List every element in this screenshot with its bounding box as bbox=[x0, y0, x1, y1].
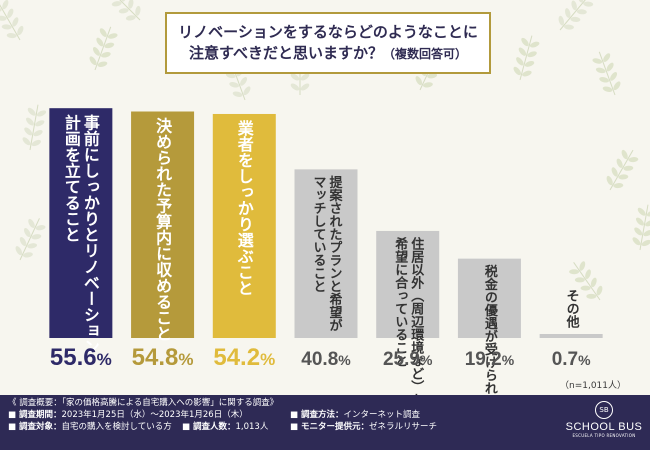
school-bus-logo: SB SCHOOL BUS ESCUELA TIPO RENOVATION bbox=[564, 401, 644, 445]
leaf-sprig bbox=[107, 0, 141, 21]
logo-mark: SB bbox=[595, 401, 613, 419]
category-label: 計画を立てること bbox=[62, 113, 81, 242]
category-label: 決められた予算内に収めること bbox=[153, 117, 172, 342]
bar bbox=[294, 169, 358, 338]
survey-method: ■ 調査方法：インターネット調査 bbox=[290, 410, 420, 421]
value-label: 54.2% bbox=[213, 344, 275, 371]
leaf-sprig bbox=[89, 26, 118, 71]
survey-monitor-value: ゼネラルリサーチ bbox=[369, 422, 438, 432]
chart-title-line-1: リノベーションをするならどのようなことに bbox=[178, 22, 478, 41]
survey-target-key: ■ 調査対象： bbox=[8, 422, 62, 432]
leaf-sprig bbox=[632, 204, 650, 251]
value-label: 19.2% bbox=[465, 349, 515, 370]
leaf-sprig bbox=[513, 35, 540, 81]
survey-monitor-key: ■ モニター提供元： bbox=[290, 422, 369, 432]
survey-method-key: ■ 調査方法： bbox=[290, 410, 344, 420]
bar bbox=[539, 334, 603, 338]
logo-name: SCHOOL BUS bbox=[565, 421, 643, 433]
leaf-sprig bbox=[592, 51, 621, 96]
bar bbox=[212, 113, 276, 339]
survey-period: ■ 調査期間：2023年1月25日（水）〜2023年1月26日（木） bbox=[8, 410, 248, 421]
sample-size-note: （n=1,011人） bbox=[559, 381, 626, 391]
value-label: 0.7% bbox=[552, 349, 591, 370]
leaf-sprig bbox=[15, 218, 46, 261]
chart-title-suffix: （複数回答可） bbox=[382, 46, 467, 61]
survey-overview: 《 調査概要：「家の価格高騰による自宅購入への影響」に関する調査》 bbox=[8, 398, 279, 408]
logo-tagline: ESCUELA TIPO RENOVATION bbox=[572, 433, 636, 438]
leaf-sprig bbox=[569, 261, 603, 301]
category-label: 税金の優遇が受けられること bbox=[482, 264, 499, 395]
category-label: 事前にしっかりとリノベーション bbox=[81, 114, 100, 354]
survey-period-value: 2023年1月25日（水）〜2023年1月26日（木） bbox=[61, 410, 248, 420]
chart-title-line-2: 注意すべきだと思いますか？（複数回答可） bbox=[189, 43, 467, 65]
survey-monitor: ■ モニター提供元：ゼネラルリサーチ bbox=[290, 422, 437, 433]
value-label: 54.8% bbox=[132, 344, 194, 371]
category-label: マッチしていること bbox=[311, 175, 327, 292]
value-label: 55.6% bbox=[50, 344, 112, 371]
leaf-sprig bbox=[606, 149, 639, 191]
survey-method-value: インターネット調査 bbox=[343, 410, 421, 420]
bar bbox=[376, 230, 440, 338]
survey-target: ■ 調査対象：自宅の購入を検討している方 bbox=[8, 422, 172, 433]
chart-title-question: 注意すべきだと思いますか？ bbox=[189, 43, 383, 62]
category-label: 業者をしっかり選ぶこと bbox=[235, 119, 255, 296]
leaf-sprig bbox=[22, 104, 47, 151]
survey-footer: 《 調査概要：「家の価格高騰による自宅購入への影響」に関する調査》 ■ 調査期間… bbox=[0, 395, 650, 450]
survey-target-value: 自宅の購入を検討している方 bbox=[61, 422, 172, 432]
bar bbox=[131, 111, 195, 338]
survey-period-key: ■ 調査期間： bbox=[8, 410, 62, 420]
value-label: 25.9% bbox=[383, 349, 433, 370]
value-label: 40.8% bbox=[301, 349, 351, 370]
category-label: 提案されたプランと希望が bbox=[327, 175, 344, 332]
category-label: 希望に合っていること bbox=[392, 236, 408, 367]
chart-title-box: リノベーションをするならどのようなことに 注意すべきだと思いますか？（複数回答可… bbox=[165, 12, 491, 74]
category-label: その他 bbox=[564, 289, 581, 329]
bar bbox=[457, 258, 521, 338]
survey-count-key: ■ 調査人数： bbox=[182, 422, 236, 432]
leaf-sprig bbox=[0, 0, 24, 41]
survey-count-value: 1,013人 bbox=[235, 422, 269, 432]
bar bbox=[49, 108, 113, 338]
category-label: 住居以外（周辺環境など）も bbox=[408, 236, 425, 395]
survey-count: ■ 調査人数：1,013人 bbox=[182, 422, 268, 433]
leaf-sprig bbox=[558, 0, 594, 31]
leaf-background bbox=[0, 0, 650, 301]
